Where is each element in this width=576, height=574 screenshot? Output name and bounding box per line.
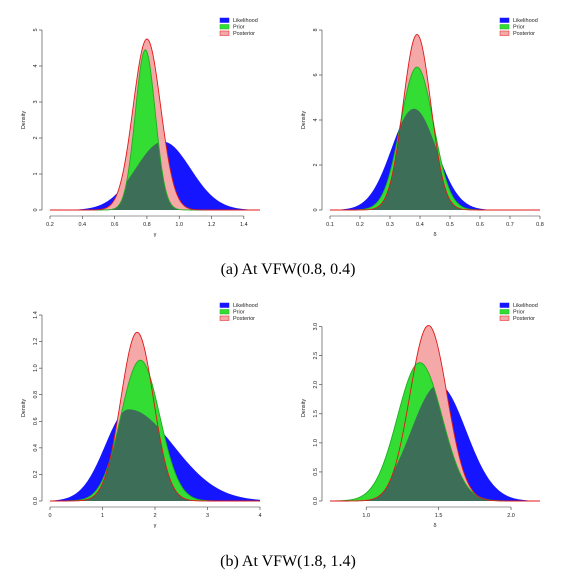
- y-tick-label: 4: [33, 64, 39, 67]
- x-tick-label: 0.3: [386, 222, 394, 228]
- legend-label-likelihood: Likelihood: [233, 303, 258, 309]
- x-axis-label: γ: [154, 232, 157, 238]
- x-tick-label: 0.4: [78, 222, 86, 228]
- x-tick-label: 1.4: [240, 222, 248, 228]
- y-tick-label: 1: [33, 172, 39, 175]
- x-tick-label: 0.8: [143, 222, 151, 228]
- legend-swatch-likelihood: [499, 17, 510, 23]
- legend-label-likelihood: Likelihood: [513, 18, 538, 24]
- x-tick-label: 0.6: [476, 222, 484, 228]
- posterior-line: [50, 38, 260, 211]
- legend-swatch-posterior: [499, 315, 510, 321]
- x-axis-label: γ: [154, 523, 157, 529]
- overlap-area: [330, 108, 540, 210]
- caption-b: (b) At VFW(1.8, 1.4): [220, 553, 356, 570]
- y-axis-label: Density: [301, 399, 307, 418]
- legend-swatch-prior: [219, 24, 230, 30]
- y-tick-label: 4: [313, 118, 319, 121]
- legend-swatch-likelihood: [219, 17, 230, 23]
- y-tick-label: 0: [313, 208, 319, 211]
- y-tick-label: 0: [33, 208, 39, 211]
- x-tick-label: 0.7: [506, 222, 514, 228]
- x-tick-label: 1.0: [175, 222, 183, 228]
- legend-label-prior: Prior: [233, 310, 245, 316]
- legend-label-posterior: Posterior: [513, 316, 535, 322]
- y-tick-label: 2: [313, 163, 319, 166]
- posterior-line: [330, 34, 540, 211]
- x-tick-label: 2: [153, 513, 156, 519]
- y-tick-label: 5: [33, 28, 39, 31]
- legend-swatch-likelihood: [499, 302, 510, 308]
- legend-label-prior: Prior: [513, 25, 525, 31]
- y-tick-label: 1.5: [313, 410, 319, 418]
- legend-swatch-prior: [219, 309, 230, 315]
- x-tick-label: 4: [258, 513, 261, 519]
- caption-a: (a) At VFW(0.8, 0.4): [221, 261, 356, 278]
- x-tick-label: 3: [206, 513, 209, 519]
- x-tick-label: 0.6: [111, 222, 119, 228]
- legend-swatch-posterior: [499, 30, 510, 36]
- x-tick-label: 0: [48, 513, 51, 519]
- x-tick-label: 1: [101, 513, 104, 519]
- legend-label-posterior: Posterior: [233, 316, 255, 322]
- legend-swatch-prior: [499, 309, 510, 315]
- y-tick-label: 6: [313, 73, 319, 76]
- legend-label-prior: Prior: [233, 25, 245, 31]
- x-tick-label: 0.2: [356, 222, 364, 228]
- y-tick-label: 0.2: [33, 471, 39, 479]
- y-tick-label: 1.2: [33, 338, 39, 346]
- legend-label-posterior: Posterior: [513, 31, 535, 37]
- y-axis-label: Density: [21, 111, 27, 130]
- y-tick-label: 1.0: [33, 364, 39, 372]
- x-tick-label: 0.4: [416, 222, 424, 228]
- x-axis-label: δ: [433, 232, 436, 238]
- x-tick-label: 0.8: [536, 222, 544, 228]
- y-tick-label: 1.4: [33, 311, 39, 319]
- chart-panel-4: 1.0 1.5 2.0 0.0 0.5 1.0 1.5 2.0 2.5 3.0 δ Density Li…: [301, 302, 540, 529]
- x-tick-label: 0.5: [446, 222, 454, 228]
- legend-swatch-posterior: [219, 30, 230, 36]
- legend-label-posterior: Posterior: [233, 31, 255, 37]
- y-tick-label: 0.6: [33, 417, 39, 425]
- posterior-line: [330, 325, 540, 502]
- x-tick-label: 1.5: [435, 513, 443, 519]
- legend-label-likelihood: Likelihood: [513, 303, 538, 309]
- x-tick-label: 2.0: [507, 513, 515, 519]
- overlap-area: [330, 387, 540, 501]
- x-axis-label: δ: [433, 523, 436, 529]
- x-tick-label: 0.1: [326, 222, 334, 228]
- y-axis-label: Density: [301, 111, 307, 130]
- legend-label-likelihood: Likelihood: [233, 18, 258, 24]
- chart-panel-1: 0.2 0.4 0.6 0.8 1.0 1.2 1.4 0 1 2 3 4 5 γ Density Likel…: [21, 17, 260, 238]
- posterior-line: [50, 331, 260, 502]
- chart-panel-3: 0 1 2 3 4 0.0 0.2 0.4 0.6 0.8 1.0 1.2 1.4 γ Density Lik…: [21, 302, 262, 529]
- y-tick-label: 0.8: [33, 391, 39, 399]
- y-tick-label: 2.0: [313, 381, 319, 389]
- overlap-area: [50, 409, 260, 501]
- y-tick-label: 0.5: [313, 468, 319, 476]
- y-tick-label: 2: [33, 136, 39, 139]
- overlap-area: [50, 142, 260, 210]
- legend-swatch-likelihood: [219, 302, 230, 308]
- y-tick-label: 8: [313, 28, 319, 31]
- legend-swatch-prior: [499, 24, 510, 30]
- y-axis-label: Density: [21, 399, 27, 418]
- y-tick-label: 0.4: [33, 444, 39, 452]
- x-tick-label: 1.2: [208, 222, 216, 228]
- y-tick-label: 0.0: [33, 497, 39, 505]
- y-tick-label: 2.5: [313, 352, 319, 360]
- y-tick-label: 3: [33, 100, 39, 103]
- prior-area: [50, 49, 260, 210]
- legend-label-prior: Prior: [513, 310, 525, 316]
- y-tick-label: 1.0: [313, 439, 319, 447]
- prior-area: [330, 67, 540, 210]
- legend-swatch-posterior: [219, 315, 230, 321]
- y-tick-label: 3.0: [313, 323, 319, 331]
- y-tick-label: 0.0: [313, 497, 319, 505]
- chart-panel-2: 0.1 0.2 0.3 0.4 0.5 0.6 0.7 0.8 0 2 4 6 8 δ Density Lik…: [301, 17, 544, 238]
- x-tick-label: 0.2: [46, 222, 54, 228]
- x-tick-label: 1.0: [362, 513, 370, 519]
